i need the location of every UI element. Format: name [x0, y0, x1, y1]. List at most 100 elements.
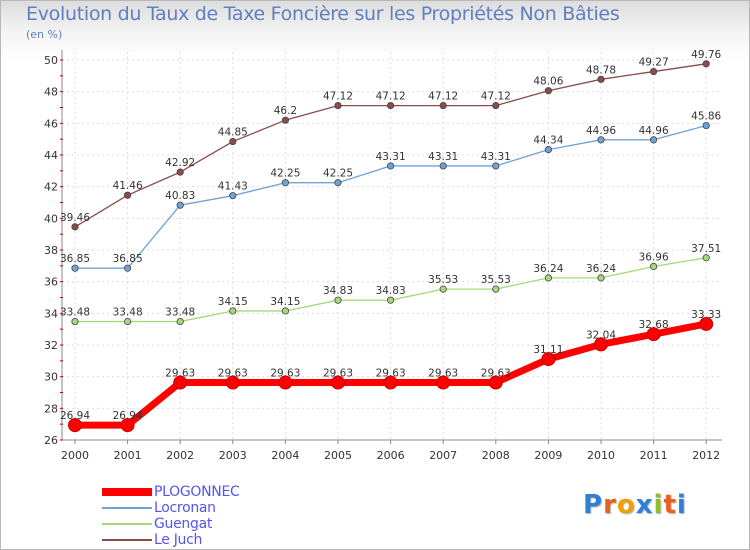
data-point: [594, 337, 608, 352]
data-point: [383, 375, 398, 390]
legend-item-le-juch: Le Juch: [100, 532, 300, 548]
data-label: 36.96: [639, 251, 669, 263]
legend-swatch-guengat: [102, 523, 152, 525]
data-label: 48.78: [586, 64, 616, 76]
data-point: [492, 285, 500, 293]
y-tick-label: 42: [44, 181, 58, 194]
data-label: 44.96: [586, 125, 616, 137]
data-point: [71, 264, 79, 272]
data-point: [71, 317, 79, 326]
data-label: 34.83: [323, 285, 353, 297]
data-point: [68, 418, 82, 433]
legend-swatch-plogonnec: [102, 488, 152, 496]
data-label: 42.25: [323, 168, 353, 180]
x-tick-label: 2004: [271, 449, 299, 462]
data-label: 33.48: [165, 307, 195, 319]
data-point: [439, 162, 447, 170]
data-label: 33.33: [691, 309, 721, 321]
data-label: 29.63: [376, 368, 406, 380]
data-label: 43.31: [428, 151, 458, 163]
logo-letter: i: [676, 490, 687, 520]
data-point: [386, 296, 395, 304]
data-label: 29.63: [165, 368, 195, 380]
data-point: [544, 146, 553, 154]
data-label: 43.31: [376, 151, 406, 163]
data-label: 32.68: [639, 319, 669, 331]
y-tick-label: 28: [44, 402, 58, 415]
x-tick-label: 2003: [219, 449, 247, 462]
data-point: [176, 317, 184, 326]
data-label: 42.92: [165, 157, 195, 169]
logo-letter: o: [616, 490, 636, 520]
logo-letter: t: [663, 490, 677, 520]
data-label: 36.24: [586, 263, 616, 275]
data-point: [281, 307, 289, 315]
data-label: 29.63: [323, 368, 353, 380]
data-point: [492, 162, 500, 170]
data-label: 26.94: [113, 410, 143, 422]
data-label: 35.53: [428, 274, 458, 286]
legend-item-guengat: Guengat: [100, 516, 300, 532]
data-point: [334, 102, 342, 110]
x-tick-label: 2006: [377, 449, 405, 462]
data-point: [544, 274, 553, 282]
data-point: [278, 375, 293, 390]
data-point: [120, 418, 135, 433]
y-tick-label: 50: [44, 54, 58, 67]
data-point: [649, 136, 658, 144]
x-tick-label: 2009: [534, 449, 562, 462]
legend: PLOGONNEC Locronan Guengat Le Juch: [100, 484, 300, 548]
y-tick-label: 40: [44, 212, 58, 225]
data-point: [597, 274, 605, 282]
data-point: [649, 67, 658, 76]
data-point: [544, 87, 553, 95]
data-label: 48.06: [533, 76, 563, 88]
data-label: 33.48: [113, 307, 143, 319]
x-tick-label: 2008: [482, 449, 510, 462]
data-point: [176, 201, 184, 209]
data-point: [386, 162, 395, 170]
data-label: 29.63: [270, 368, 300, 380]
y-tick-label: 26: [44, 434, 58, 447]
x-tick-label: 2005: [324, 449, 352, 462]
y-tick-label: 32: [44, 339, 58, 352]
x-tick-label: 2010: [587, 449, 615, 462]
data-point: [281, 116, 289, 124]
data-label: 37.51: [691, 243, 721, 255]
data-point: [229, 192, 237, 200]
logo-letter: i: [653, 490, 664, 520]
legend-label-plogonnec: PLOGONNEC: [154, 484, 240, 500]
data-label: 45.86: [691, 111, 721, 123]
data-point: [541, 352, 556, 367]
data-point: [646, 327, 661, 342]
data-point: [702, 121, 710, 130]
data-label: 33.48: [60, 307, 90, 319]
data-label: 26.94: [60, 410, 90, 422]
y-tick-label: 46: [44, 117, 58, 130]
data-label: 42.25: [270, 168, 300, 180]
x-tick-label: 2002: [166, 449, 194, 462]
x-tick-label: 2012: [692, 449, 720, 462]
data-label: 29.63: [481, 368, 511, 380]
data-label: 40.83: [165, 190, 195, 202]
data-label: 31.11: [533, 344, 563, 356]
data-point: [386, 102, 395, 110]
data-point: [649, 262, 658, 271]
data-label: 39.46: [60, 212, 90, 224]
data-label: 29.63: [428, 368, 458, 380]
data-point: [124, 264, 132, 272]
y-tick-label: 38: [44, 244, 58, 257]
data-point: [229, 307, 237, 315]
data-point: [436, 375, 451, 390]
data-label: 29.63: [218, 368, 248, 380]
data-point: [492, 102, 500, 110]
data-point: [71, 223, 79, 231]
data-point: [439, 285, 447, 293]
data-point: [229, 137, 237, 146]
data-point: [699, 316, 714, 331]
data-point: [488, 375, 503, 390]
data-point: [702, 60, 710, 68]
data-point: [225, 375, 240, 390]
x-tick-label: 2011: [640, 449, 668, 462]
data-point: [597, 75, 605, 83]
